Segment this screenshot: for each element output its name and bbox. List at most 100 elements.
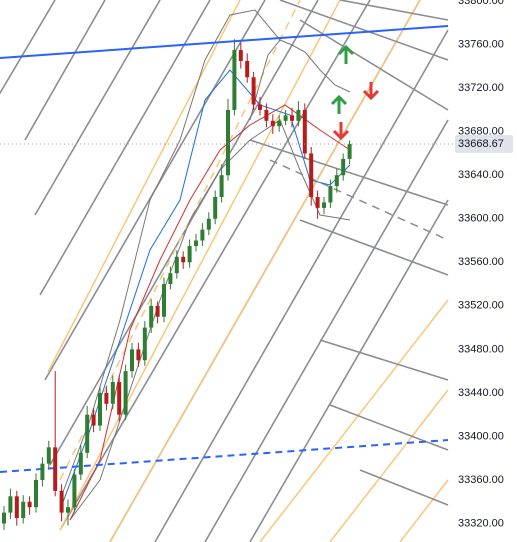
- fork-line: [249, 139, 449, 206]
- fan-line: [329, 389, 449, 542]
- candle-body: [238, 50, 243, 61]
- candle-body: [136, 349, 141, 361]
- fork-line: [319, 339, 449, 381]
- candle-body: [59, 490, 64, 513]
- candle-body: [245, 60, 250, 78]
- last-price-label: 33668.67: [458, 138, 504, 150]
- candle-body: [142, 327, 147, 361]
- candle-body: [328, 186, 333, 203]
- arrow-down: [332, 122, 350, 141]
- candle-body: [110, 382, 115, 404]
- fan-line: [204, 119, 449, 542]
- candle-body: [85, 414, 90, 453]
- arrow-down: [362, 82, 380, 101]
- y-tick-label: 33800.00: [458, 0, 504, 7]
- candle-body: [283, 115, 288, 121]
- fork-line: [299, 219, 449, 276]
- fan-line: [109, 0, 421, 542]
- price-axis: 33800.00 33760.00 33720.00 33680.00 33640.00…: [0, 0, 513, 529]
- candle-body: [78, 452, 83, 475]
- fan-line: [34, 0, 161, 216]
- fan-line: [0, 0, 56, 95]
- y-tick-label: 33600.00: [458, 213, 504, 225]
- candle-body: [290, 115, 294, 121]
- y-tick-label: 33760.00: [458, 39, 504, 51]
- fan-line: [49, 0, 319, 466]
- candle-body: [46, 447, 51, 464]
- y-tick-label: 33440.00: [458, 387, 504, 399]
- candle-body: [66, 507, 70, 513]
- fan-line: [399, 479, 449, 542]
- candle-body: [53, 447, 58, 491]
- fan-line: [24, 0, 106, 141]
- y-tick-label: 33520.00: [458, 300, 504, 312]
- band-line: [249, 39, 351, 121]
- fork-line: [359, 469, 449, 506]
- fan-line: [249, 199, 449, 542]
- y-tick-label: 33360.00: [458, 474, 504, 486]
- last-price-box: [455, 135, 513, 154]
- candle-body: [347, 144, 352, 159]
- fan-line: [59, 0, 341, 531]
- candle-body: [40, 463, 45, 480]
- candle-body: [200, 229, 205, 241]
- candles: [2, 39, 352, 531]
- candle-body: [296, 109, 301, 121]
- candle-body: [168, 273, 173, 285]
- band-line: [69, 119, 351, 521]
- candle-body: [8, 496, 13, 513]
- candle-body: [123, 371, 128, 415]
- drawings: [0, 0, 449, 542]
- candle-body: [315, 196, 320, 208]
- candle-body: [219, 175, 224, 197]
- y-tick-label: 33680.00: [458, 126, 504, 138]
- candle-body: [21, 501, 26, 519]
- fan-line: [259, 299, 449, 542]
- candle-body: [226, 109, 230, 176]
- candle-body: [104, 392, 109, 404]
- y-tick-label: 33640.00: [458, 169, 504, 181]
- y-tick-label: 33320.00: [458, 517, 504, 529]
- fan-line: [154, 29, 449, 542]
- candle-body: [302, 109, 307, 154]
- candle-body: [270, 120, 275, 127]
- candle-body: [206, 218, 211, 230]
- candle-body: [162, 284, 166, 317]
- fork-line: [269, 159, 449, 241]
- y-tick-label: 33560.00: [458, 256, 504, 268]
- arrow-up: [330, 94, 348, 114]
- fan-line: [39, 0, 211, 296]
- trend-line: [0, 25, 449, 59]
- candle-body: [91, 414, 96, 426]
- candle-body: [149, 305, 154, 328]
- candle-body: [322, 202, 326, 208]
- fork-line: [279, 0, 449, 61]
- fan-line: [59, 0, 371, 531]
- candle-body: [187, 245, 192, 263]
- candle-body: [155, 305, 160, 317]
- candle-body: [34, 479, 38, 508]
- y-tick-label: 33480.00: [458, 343, 504, 355]
- candle-body: [309, 153, 314, 197]
- fork-line: [339, 0, 449, 21]
- band-line: [59, 9, 281, 501]
- arrow-up: [337, 44, 355, 64]
- fan-line: [47, 0, 241, 373]
- candle-body: [251, 77, 256, 105]
- candle-body: [2, 512, 6, 524]
- y-tick-label: 33400.00: [458, 430, 504, 442]
- candle-body: [264, 109, 269, 121]
- candle-body: [72, 474, 77, 508]
- fork-line: [329, 404, 449, 451]
- ma-line: [69, 104, 351, 521]
- candle-body: [277, 120, 282, 127]
- candle-body: [98, 392, 102, 426]
- candle-body: [341, 158, 346, 176]
- y-tick-label: 33720.00: [458, 82, 504, 94]
- candle-body: [27, 501, 32, 508]
- candle-body: [174, 256, 179, 274]
- candle-body: [117, 382, 122, 415]
- ma-line: [59, 69, 351, 511]
- candle-body: [194, 240, 198, 246]
